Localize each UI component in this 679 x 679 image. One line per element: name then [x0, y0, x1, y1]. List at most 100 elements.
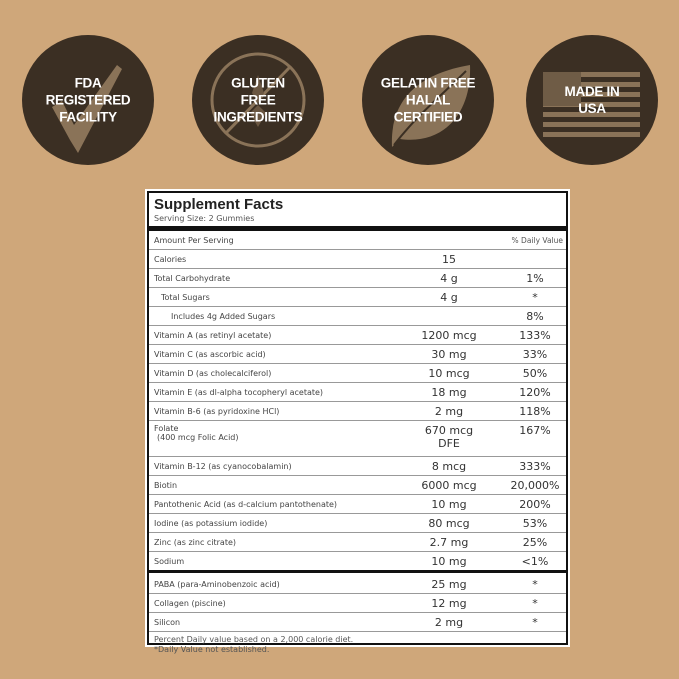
amount: 4 g [394, 272, 504, 285]
amount-value: 30 mg [431, 347, 467, 361]
facts-row: Vitamin B-6 (as pyridoxine HCl) 2 mg 118% [149, 402, 566, 421]
amount: 6000 mcg [394, 479, 504, 492]
nutrient-name: Folate [154, 424, 179, 433]
badge-text: HALAL [405, 92, 451, 108]
nutrient-name: Zinc (as zinc citrate) [154, 537, 237, 547]
nutrient-name: Pantothenic Acid (as d-calcium pantothen… [154, 499, 338, 509]
facts-row: Sodium 10 mg <1% [149, 552, 566, 573]
amount: 2.7 mg [394, 536, 504, 549]
badge-made-in-usa: MADE IN USA [526, 35, 658, 165]
amount: 1200 mcg [394, 329, 504, 342]
nutrient-name: Sodium [154, 556, 185, 566]
nutrient-name: Calories [154, 254, 187, 264]
nutrient-name: Iodine (as potassium iodide) [154, 518, 268, 528]
amount-header: Amount Per Serving [154, 235, 234, 245]
daily-value: 8% [526, 309, 544, 323]
serving-size: Serving Size: 2 Gummies [154, 214, 255, 223]
badge-text: GELATIN FREE [380, 75, 476, 91]
amount-value: 25 mg [431, 577, 467, 591]
facts-row: Zinc (as zinc citrate) 2.7 mg 25% [149, 533, 566, 552]
facts-row: Vitamin A (as retinyl acetate) 1200 mcg 13… [149, 326, 566, 345]
nutrient-name: Collagen (piscine) [154, 598, 226, 608]
daily-value: 133% [519, 328, 551, 342]
daily-value: 53% [522, 516, 548, 530]
amount: 10 mcg [394, 367, 504, 380]
facts-header: Supplement Facts Serving Size: 2 Gummies [149, 193, 566, 231]
amount: 80 mcg [394, 517, 504, 530]
nutrient-name: Includes 4g Added Sugars [171, 311, 276, 321]
amount: 30 mg [394, 348, 504, 361]
amount: 670 mcg DFE [394, 424, 504, 450]
facts-row: Collagen (piscine) 12 mg * [149, 594, 566, 613]
facts-row: Iodine (as potassium iodide) 80 mcg 53% [149, 514, 566, 533]
amount-value: 12 mg [431, 596, 467, 610]
nutrient-name: Vitamin C (as ascorbic acid) [154, 349, 266, 359]
badge-text: FDA [74, 75, 102, 91]
amount: 4 g [394, 291, 504, 304]
checkmark-icon [52, 65, 122, 153]
nutrient-sub: (400 mcg Folic Acid) [157, 433, 239, 442]
daily-value: 167% [519, 424, 551, 437]
badge-text: FREE [240, 92, 276, 108]
nutrient-name: Vitamin B-6 (as pyridoxine HCl) [154, 406, 280, 416]
daily-value: 118% [519, 404, 551, 418]
amount: 25 mg [394, 578, 504, 591]
facts-row: Total Sugars 4 g * [149, 288, 566, 307]
amount-value: 10 mg [431, 554, 467, 568]
badge-text: USA [578, 101, 606, 116]
badge-text: GLUTEN [231, 75, 285, 91]
facts-row: Total Carbohydrate 4 g 1% [149, 269, 566, 288]
amount-value: 1200 mcg [421, 328, 477, 342]
facts-row: Vitamin B-12 (as cyanocobalamin) 8 mcg 333… [149, 457, 566, 476]
facts-row: Vitamin E (as dl-alpha tocopheryl acetat… [149, 383, 566, 402]
daily-value: 200% [519, 497, 551, 511]
us-flag-icon [543, 72, 640, 137]
nutrient-name: Total Sugars [161, 292, 210, 302]
amount-value: 4 g [440, 271, 458, 285]
facts-row: Silicon 2 mg * [149, 613, 566, 632]
daily-value: 50% [522, 366, 548, 380]
daily-value: * [532, 290, 538, 304]
dv-header: % Daily Value [511, 235, 563, 245]
daily-value: 25% [522, 535, 548, 549]
daily-value: * [532, 577, 538, 591]
amount: 8 mcg [394, 460, 504, 473]
amount: 15 [394, 253, 504, 266]
amount: 10 mg [394, 498, 504, 511]
amount-value: 8 mcg [431, 459, 467, 473]
nutrient-name: PABA (para-Aminobenzoic acid) [154, 579, 280, 589]
daily-value: 1% [526, 271, 544, 285]
nutrient-name: Total Carbohydrate [154, 273, 231, 283]
footnote: Percent Daily value based on a 2,000 cal… [149, 632, 566, 658]
amount-value: 15 [442, 252, 456, 266]
badge-text: CERTIFIED [393, 109, 463, 125]
nutrient-name: Vitamin E (as dl-alpha tocopheryl acetat… [154, 387, 324, 397]
amount-value: 4 g [440, 290, 458, 304]
badge-text: MADE IN [564, 84, 620, 99]
supplement-facts-panel: Supplement Facts Serving Size: 2 Gummies… [145, 189, 570, 654]
amount: 18 mg [394, 386, 504, 399]
no-wheat-icon [210, 52, 306, 148]
facts-row: Includes 4g Added Sugars 8% [149, 307, 566, 326]
nutrient-name: Biotin [154, 480, 178, 490]
nutrient-name: Vitamin D (as cholecalciferol) [154, 368, 272, 378]
facts-row: Vitamin C (as ascorbic acid) 30 mg 33% [149, 345, 566, 364]
amount-unit: DFE [438, 437, 460, 450]
facts-row: Folate (400 mcg Folic Acid) 670 mcg DFE 167% [149, 421, 566, 457]
nutrient-name: Vitamin B-12 (as cyanocobalamin) [154, 461, 292, 471]
facts-row: Vitamin D (as cholecalciferol) 10 mcg 50% [149, 364, 566, 383]
amount-value: 18 mg [431, 385, 467, 399]
amount-value: 2.7 mg [429, 535, 469, 549]
badge-halal: GELATIN FREE HALAL CERTIFIED [362, 35, 494, 165]
facts-row: Biotin 6000 mcg 20,000% [149, 476, 566, 495]
facts-row: Calories 15 [149, 250, 566, 269]
amount-value: 2 mg [434, 404, 464, 418]
amount-value: 10 mcg [428, 366, 470, 380]
footnote-dv: Percent Daily value based on a 2,000 cal… [154, 635, 354, 644]
daily-value: <1% [521, 554, 549, 568]
badge-text: FACILITY [59, 109, 117, 125]
daily-value: 120% [519, 385, 551, 399]
amount-value: 2 mg [434, 615, 464, 629]
nutrient-name: Silicon [154, 617, 181, 627]
facts-row: PABA (para-Aminobenzoic acid) 25 mg * [149, 575, 566, 594]
